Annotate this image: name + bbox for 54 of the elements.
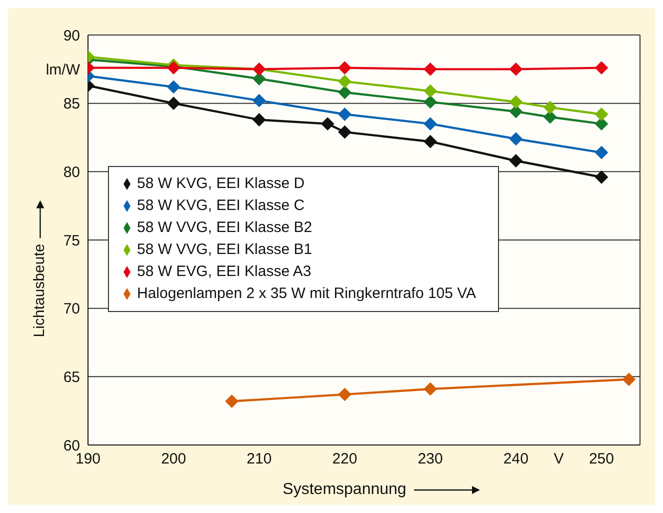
x-tick-label: 210 bbox=[246, 450, 272, 468]
y-tick-label: lm/W bbox=[46, 61, 81, 78]
point bbox=[338, 388, 352, 401]
legend-label: Halogenlampen 2 x 35 W mit Ringkerntrafo 105 VA bbox=[137, 285, 476, 302]
x-tick-label: 240 bbox=[503, 450, 528, 468]
point bbox=[509, 62, 522, 76]
legend-label: 58 W KVG, EEI Klasse D bbox=[137, 175, 305, 192]
y-tick-label: 80 bbox=[63, 164, 80, 181]
point bbox=[167, 96, 180, 110]
y-tick-label: 65 bbox=[63, 368, 80, 386]
point bbox=[594, 170, 608, 184]
y-tick-label: 85 bbox=[63, 96, 80, 113]
point bbox=[252, 72, 266, 86]
point bbox=[424, 62, 437, 76]
point bbox=[509, 105, 522, 118]
legend-label: 58 W VVG, EEI Klasse B1 bbox=[137, 241, 312, 258]
point bbox=[622, 372, 636, 386]
x-tick-label: 200 bbox=[161, 450, 186, 468]
y-axis-title: Lichtausbeute bbox=[32, 243, 48, 337]
x-tick-label: 250 bbox=[588, 450, 614, 468]
point bbox=[167, 80, 180, 94]
point bbox=[509, 132, 522, 146]
point bbox=[338, 61, 352, 74]
point bbox=[338, 86, 352, 99]
point bbox=[424, 382, 437, 396]
point bbox=[338, 108, 352, 121]
point bbox=[509, 95, 522, 108]
x-tick-label: 230 bbox=[418, 450, 443, 468]
point bbox=[594, 146, 608, 160]
point bbox=[594, 108, 608, 121]
legend-label: 58 W KVG, EEI Klasse C bbox=[137, 197, 305, 214]
point bbox=[594, 61, 608, 74]
x-tick-label: 220 bbox=[332, 450, 358, 468]
point bbox=[225, 394, 238, 408]
y-tick-label: 70 bbox=[63, 300, 80, 318]
legend-label: 58 W EVG, EEI Klasse A3 bbox=[137, 263, 312, 280]
point bbox=[424, 84, 437, 98]
point bbox=[338, 74, 352, 88]
point bbox=[594, 117, 608, 130]
point bbox=[424, 117, 437, 130]
point bbox=[252, 94, 266, 108]
point bbox=[252, 113, 266, 126]
x-tick-label: V bbox=[554, 450, 564, 468]
y-tick-label: 75 bbox=[63, 232, 80, 250]
point bbox=[544, 100, 557, 114]
y-tick-label: 90 bbox=[63, 27, 80, 44]
point bbox=[338, 126, 352, 139]
point bbox=[321, 117, 334, 130]
legend-label: 58 W VVG, EEI Klasse B2 bbox=[137, 219, 312, 236]
x-axis-title: Systemspannung bbox=[282, 481, 406, 499]
point bbox=[424, 135, 437, 148]
point bbox=[509, 154, 522, 168]
point bbox=[424, 95, 437, 108]
point bbox=[544, 110, 557, 124]
